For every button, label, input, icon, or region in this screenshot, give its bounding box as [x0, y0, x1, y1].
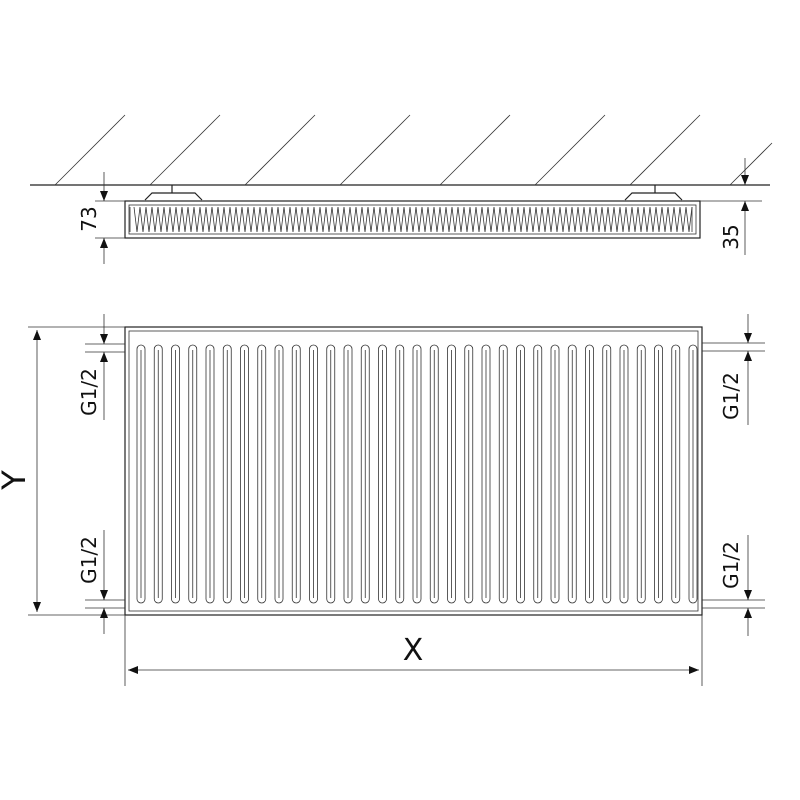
connection-bottom-left-label: G1/2 [77, 536, 101, 584]
panel-channel [619, 344, 629, 604]
panel-channel [516, 344, 525, 604]
convector-zigzag [133, 206, 693, 233]
connection-dims-right: G1/2 G1/2 [719, 314, 752, 636]
panel-channel [274, 344, 284, 604]
panel-channel [688, 344, 698, 604]
panel-channel [257, 344, 267, 604]
panel-channel [309, 344, 318, 604]
panel-channel [343, 344, 353, 604]
panel-channel [188, 344, 198, 604]
hatch-line [629, 114, 701, 186]
panel-channel [447, 344, 456, 604]
bracket-right [624, 185, 683, 201]
front-view-inner [128, 330, 699, 612]
side-view-body [124, 200, 701, 239]
connection-dims-left: G1/2 G1/2 [77, 314, 108, 634]
radiator-side-view [124, 200, 701, 239]
front-panel-channels [136, 344, 698, 604]
panel-channel [429, 344, 439, 604]
panel-channel [395, 344, 405, 604]
convector-fins [129, 206, 693, 233]
wall-gap-dimension: 35 [700, 158, 762, 255]
wall-brackets [144, 185, 683, 201]
bracket-left [144, 185, 203, 201]
hatch-line [439, 114, 511, 186]
panel-channel [585, 344, 594, 604]
wall [30, 114, 773, 186]
panel-channel [205, 344, 215, 604]
pipe-connections [85, 342, 765, 609]
hatch-line [149, 114, 221, 186]
hatch-line [729, 142, 773, 186]
panel-channel [171, 344, 180, 604]
height-label: Y [0, 470, 33, 491]
panel-channel [240, 344, 249, 604]
panel-channel [654, 344, 663, 604]
panel-channel [533, 344, 543, 604]
radiator-front-view [85, 326, 765, 616]
depth-dimension: 73 [77, 172, 125, 264]
panel-channel [671, 344, 681, 604]
depth-label: 73 [77, 206, 101, 231]
panel-channel [326, 344, 336, 604]
panel-channel [291, 344, 301, 604]
panel-channel [636, 344, 646, 604]
panel-channel [550, 344, 560, 604]
panel-channel [498, 344, 508, 604]
front-view-body [124, 326, 703, 616]
side-view-inner [128, 204, 697, 235]
connection-bottom-right-label: G1/2 [719, 541, 743, 589]
panel-channel [360, 344, 370, 604]
panel-channel [136, 344, 146, 604]
panel-channel [602, 344, 612, 604]
panel-channel [464, 344, 474, 604]
connection-top-left-label: G1/2 [77, 368, 101, 416]
panel-channel [153, 344, 163, 604]
panel-channel [481, 344, 491, 604]
wall-gap-label: 35 [719, 224, 743, 249]
wall-hatching [54, 114, 773, 186]
hatch-line [339, 114, 411, 186]
hatch-line [534, 114, 606, 186]
height-dimension: Y [0, 326, 125, 616]
connection-top-right-label: G1/2 [719, 372, 743, 420]
hatch-line [244, 114, 316, 186]
panel-channel [378, 344, 387, 604]
convector-end [129, 207, 693, 232]
width-label: X [403, 633, 424, 668]
panel-channel [567, 344, 577, 604]
hatch-line [54, 114, 126, 186]
width-dimension: X [124, 615, 703, 686]
panel-channel [222, 344, 232, 604]
panel-channel [412, 344, 422, 604]
